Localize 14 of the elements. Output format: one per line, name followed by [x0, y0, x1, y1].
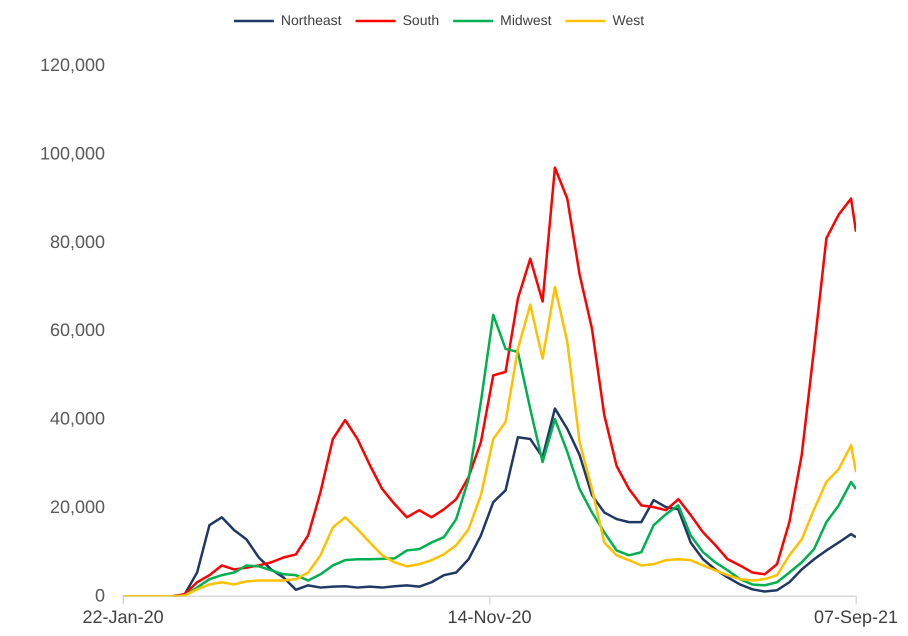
y-tick-label: 100,000	[40, 143, 106, 164]
y-tick-label: 120,000	[40, 54, 106, 75]
legend-label: Northeast	[280, 12, 342, 28]
legend-label: Midwest	[500, 12, 552, 28]
y-tick-label: 20,000	[50, 496, 106, 517]
y-tick-label: 0	[95, 585, 106, 606]
y-tick-label: 40,000	[50, 408, 106, 429]
legend-label: West	[612, 12, 644, 28]
x-tick-label: 22-Jan-20	[82, 607, 164, 628]
x-tick-label: 14-Nov-20	[448, 607, 532, 628]
y-tick-label: 80,000	[50, 232, 106, 252]
legend-label: South	[402, 12, 440, 28]
x-tick-label: 07-Sep-21	[814, 607, 898, 628]
y-tick-label: 60,000	[50, 320, 106, 340]
